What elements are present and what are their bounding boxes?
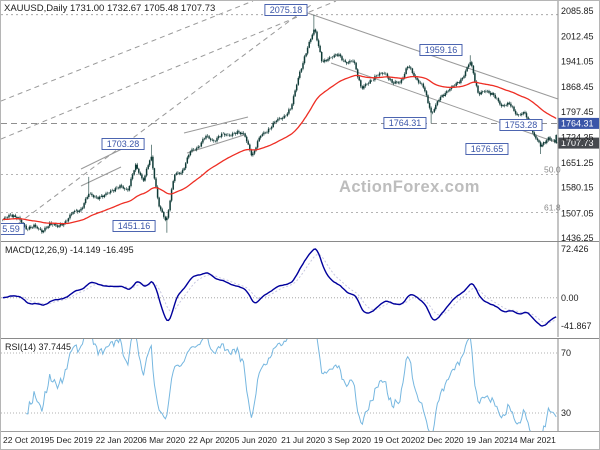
macd-signal-line (2, 253, 557, 324)
watermark: ActionForex.com (339, 178, 480, 196)
time-axis[interactable]: 22 Oct 2019 5 Dec 2019 22 Jan 2020 6 Mar 20… (1, 431, 599, 449)
price-axis-label: 2085.85 (561, 6, 594, 16)
macd-axis-label: 0.00 (561, 293, 579, 303)
svg-text:1451.16: 1451.16 (118, 221, 151, 231)
svg-text:1959.16: 1959.16 (425, 45, 458, 55)
price-callout: 1753.28 (499, 119, 543, 131)
svg-text:1764.31: 1764.31 (389, 118, 422, 128)
trendline[interactable] (1, 1, 254, 102)
price-axis-label: 1651.25 (561, 158, 594, 168)
price-axis-label: 1724.35 (561, 132, 594, 142)
fib-level-label: 50.0 (544, 165, 561, 175)
price-panel[interactable]: 50.0 61.8 1764.31 1707.73 2085.85 2012.45 1941… (1, 1, 599, 241)
price-axis-label: 1797.45 (561, 107, 594, 117)
price-axis-label: 1436.25 (561, 233, 594, 241)
time-axis-label: 5 Jun 2020 (234, 435, 277, 445)
trendline[interactable] (10, 4, 312, 230)
chart-title: XAUUSD,Daily 1731.00 1732.67 1705.48 170… (4, 3, 216, 14)
trendline[interactable] (1, 1, 337, 140)
time-axis-label: 6 Mar 2020 (142, 435, 186, 445)
trendline[interactable] (80, 146, 127, 170)
time-axis-label: 21 Jul 2020 (281, 435, 326, 445)
macd-panel[interactable]: 72.426 0.00 -41.867 (1, 242, 599, 337)
trendline[interactable] (80, 166, 122, 187)
moving-average-line (2, 74, 557, 225)
price-callout: 1676.65 (465, 143, 509, 155)
svg-text:1676.65: 1676.65 (471, 144, 504, 154)
macd-axis-label: 72.426 (561, 244, 589, 254)
macd-chart-svg: 72.426 0.00 -41.867 (1, 242, 592, 337)
time-axis-label: 5 Dec 2019 (49, 435, 93, 445)
svg-text:1764.31: 1764.31 (561, 118, 594, 128)
time-axis-label: 3 Sep 2020 (327, 435, 371, 445)
price-axis-label: 1941.05 (561, 57, 594, 67)
trendline[interactable] (330, 62, 559, 144)
svg-text:5.59: 5.59 (2, 224, 20, 234)
rsi-chart-svg: 70 30 (1, 339, 571, 431)
macd-indicator-label: MACD(12,26,9) -14.149 -16.495 (5, 245, 134, 255)
time-axis-label: 22 Jan 2020 (95, 435, 143, 445)
price-axis-label: 2012.45 (561, 32, 594, 42)
time-axis-label: 22 Apr 2020 (188, 435, 235, 445)
rsi-axis-label: 70 (561, 348, 571, 358)
svg-text:1753.28: 1753.28 (505, 120, 538, 130)
svg-text:2075.18: 2075.18 (270, 5, 303, 15)
time-axis-label: 19 Jan 2021 (466, 435, 514, 445)
panel-separator[interactable] (1, 338, 599, 339)
macd-axis-label: -41.867 (561, 321, 592, 331)
price-axis-highlight-current: 1707.73 (558, 137, 599, 149)
price-callout: 1959.16 (419, 44, 463, 56)
rsi-line (26, 339, 557, 431)
candle-bodies (3, 29, 557, 233)
rsi-panel[interactable]: 70 30 (1, 339, 599, 431)
price-callout: 1764.31 (383, 117, 427, 129)
price-callout: 5.59 (1, 223, 25, 235)
time-axis-label: 22 Oct 2019 (3, 435, 50, 445)
trendline[interactable] (183, 116, 249, 134)
price-chart-svg: 50.0 61.8 1764.31 1707.73 2085.85 2012.45 1941… (1, 1, 599, 241)
rsi-indicator-label: RSI(14) 37.7445 (5, 342, 72, 352)
fib-level-label: 61.8 (544, 202, 561, 212)
rsi-axis-label: 30 (561, 408, 571, 418)
price-axis-label: 1507.05 (561, 208, 594, 218)
price-callout: 2075.18 (264, 4, 308, 16)
price-axis-label: 1580.15 (561, 183, 594, 193)
time-axis-label: 4 Mar 2021 (512, 435, 556, 445)
price-callout: 1451.16 (112, 220, 156, 232)
svg-text:1703.28: 1703.28 (107, 139, 140, 149)
time-axis-label: 19 Oct 2020 (373, 435, 421, 445)
time-axis-label: 2 Dec 2020 (420, 435, 464, 445)
macd-main-line (2, 248, 557, 327)
svg-text:1707.73: 1707.73 (561, 138, 594, 148)
price-axis-highlight-level: 1764.31 (558, 117, 599, 129)
panel-separator[interactable] (1, 241, 599, 242)
price-callout: 1703.28 (101, 138, 145, 150)
trendline[interactable] (186, 134, 245, 154)
price-axis-label: 1868.45 (561, 82, 594, 92)
